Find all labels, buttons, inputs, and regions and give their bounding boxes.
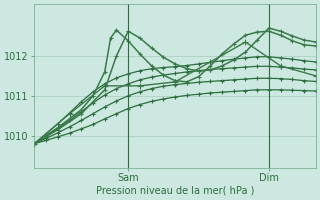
X-axis label: Pression niveau de la mer( hPa ): Pression niveau de la mer( hPa ) [96, 186, 254, 196]
